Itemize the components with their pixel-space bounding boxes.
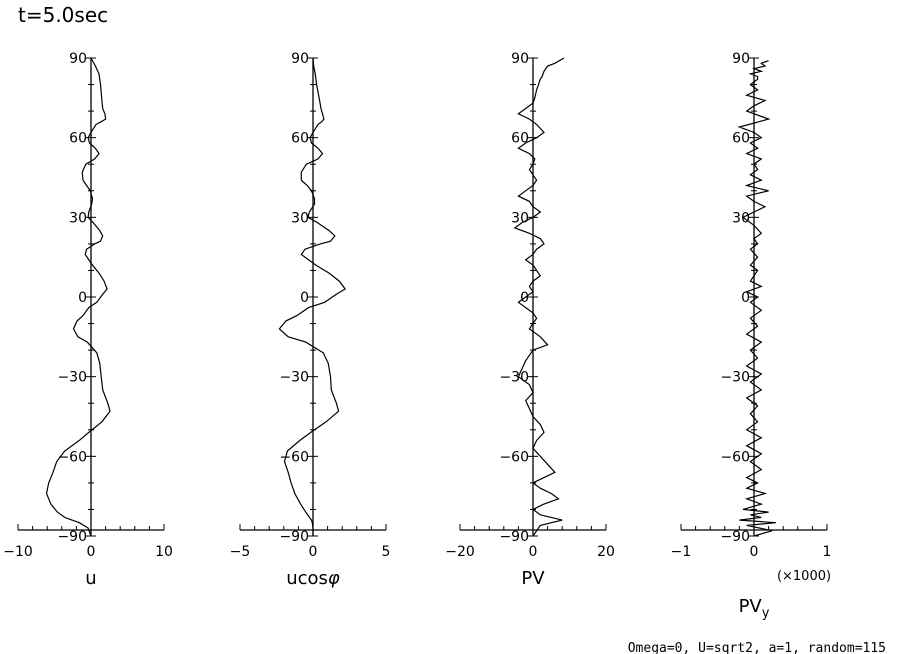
y-tick-label: −90 [279,529,309,545]
y-tick-label: −30 [57,370,87,386]
series-line [278,57,346,536]
y-tick-label: 90 [69,51,87,67]
y-tick-label: 30 [511,210,529,226]
y-tick-label: −60 [499,449,529,465]
y-tick-label: 90 [291,51,309,67]
y-tick-label: −90 [57,529,87,545]
panel-1: 90 60 30 0 −30 −60 −90 −10 0 10 u [3,51,173,589]
y-tick-label: 90 [511,51,529,67]
x-axis-label: PVy [739,596,770,621]
x-axis-label: ucosφ [286,568,340,589]
y-tick-label: 60 [69,131,87,147]
y-tick-label: 0 [300,290,309,306]
x-tick-label: 5 [382,544,391,560]
x-multiplier-label: (×1000) [777,569,831,584]
y-tick-label: 0 [78,290,87,306]
x-tick-label: −5 [230,544,251,560]
x-tick-label: 0 [750,544,759,560]
series-line [45,57,111,537]
y-tick-label: −60 [279,449,309,465]
y-tick-label: −60 [720,449,750,465]
series-line [513,57,565,537]
x-axis-label: u [85,568,96,589]
series-line [737,60,776,537]
y-tick-label: 60 [732,131,750,147]
x-tick-label: −10 [3,544,33,560]
x-tick-label: −20 [445,544,475,560]
y-tick-label: 60 [511,131,529,147]
y-tick-label: 60 [291,131,309,147]
y-tick-label: 30 [69,210,87,226]
x-axis-label: PV [521,568,545,589]
x-tick-label: 0 [309,544,318,560]
x-tick-label: 0 [87,544,96,560]
y-tick-label: −90 [720,529,750,545]
time-label: t=5.0sec [18,3,108,27]
x-tick-label: 0 [529,544,538,560]
y-tick-label: −30 [499,370,529,386]
params-footer: Omega=0, U=sqrt2, a=1, random=115 [628,641,886,654]
y-tick-label: 30 [291,210,309,226]
x-tick-label: 20 [597,544,615,560]
x-tick-label: 10 [155,544,173,560]
y-tick-label: −90 [499,529,529,545]
panel-4: 90 60 30 0 −30 −60 −90 −1 0 1 PVy (×1000) [671,51,832,621]
y-tick-label: −30 [720,370,750,386]
y-tick-label: 30 [732,210,750,226]
y-tick-label: −60 [57,449,87,465]
x-tick-label: −1 [671,544,692,560]
y-tick-label: 0 [741,290,750,306]
y-tick-label: −30 [279,370,309,386]
x-tick-label: 1 [823,544,832,560]
panel-2: 90 60 30 0 −30 −60 −90 −5 0 5 ucosφ [230,51,391,589]
y-tick-label: 90 [732,51,750,67]
